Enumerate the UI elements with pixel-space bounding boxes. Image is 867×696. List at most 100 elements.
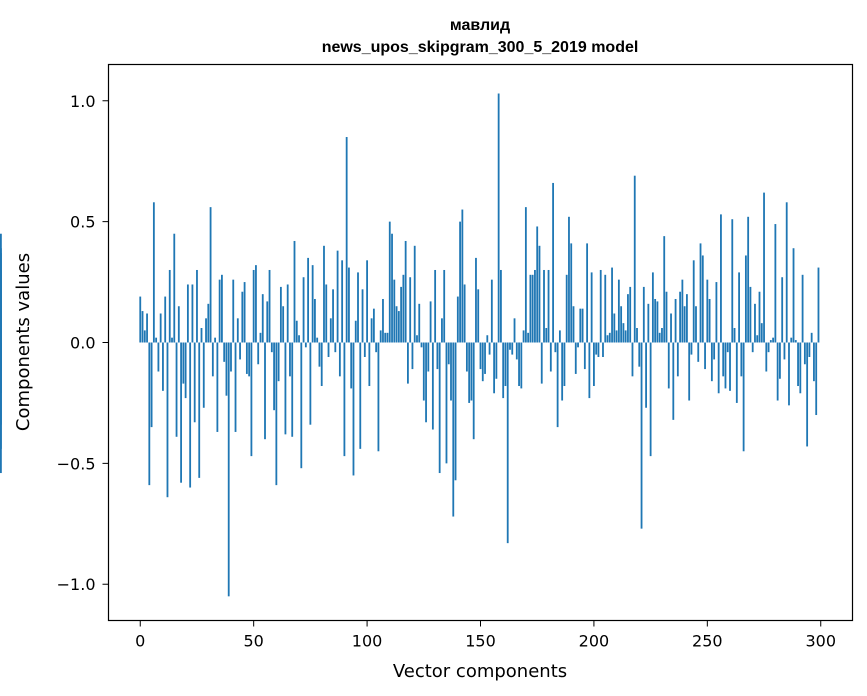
bar-254 [715,282,718,343]
bar-113 [395,306,398,343]
bar-8 [157,342,160,372]
bar-46 [243,282,246,343]
bar-226 [651,272,654,343]
bar-99 [363,342,366,357]
bar-25 [196,269,198,343]
bar-92 [348,267,350,343]
bar-134 [443,269,446,343]
bar-278 [769,340,772,343]
bar-102 [370,318,373,343]
bar-74 [307,257,310,343]
bar-192 [574,342,577,374]
bar-122 [416,335,418,343]
bar-220 [638,342,641,367]
bar-171 [527,332,530,343]
bar-143 [463,284,466,343]
bar-128 [429,301,432,343]
bar-189 [568,216,570,343]
bar-164 [511,342,514,355]
bar-206 [606,335,609,343]
bar-227 [654,298,657,343]
bar-271 [754,303,756,343]
bar-162 [506,342,509,544]
bar-185 [558,330,561,343]
bar-219 [636,328,638,343]
bar-0 [139,296,142,343]
bar-112 [393,279,396,343]
bar-120 [411,342,414,370]
bar-141 [459,221,461,343]
bar-205 [604,274,607,343]
bar-146 [470,342,473,401]
bar-133 [441,318,443,343]
bar-9 [159,313,162,343]
bar-129 [431,342,434,430]
bar-157 [495,342,498,379]
bar-7 [155,337,158,343]
bar-294 [806,342,809,447]
bar-298 [815,342,818,416]
bar-277 [767,342,770,353]
x-axis-label: Vector components [393,661,567,682]
bar-159 [500,269,502,343]
bar-15 [173,233,176,343]
bar-252 [710,342,713,382]
bar-56 [266,301,269,343]
bar-28 [202,342,205,408]
bar-117 [404,240,407,343]
bar-152 [484,342,486,374]
bar-193 [577,342,579,348]
bar-20 [184,342,187,399]
y-tick-label-1: 0.5 [70,213,95,232]
bar-54 [261,294,264,343]
bar-3 [146,313,148,343]
bar-212 [620,306,623,343]
bar-119 [409,277,412,343]
x-tick-label-300: 300 [805,632,836,651]
bar-150 [479,342,482,370]
bar-44 [239,342,241,360]
bar-207 [608,332,611,343]
bar-45 [241,291,244,343]
bar-148 [475,257,477,343]
bar-38 [225,342,228,396]
bar-139 [454,342,457,481]
bar-57 [268,269,271,343]
bar-231 [663,236,666,343]
bar-22 [189,342,192,488]
y-tick-label-2: 0.0 [70,334,95,353]
bar-246 [697,342,700,362]
x-tick-label-150: 150 [465,632,496,651]
bar-283 [781,277,784,343]
bar-93 [350,342,353,389]
bar-198 [588,342,591,399]
bar-253 [713,342,716,360]
bar-61 [277,342,280,382]
bar-53 [259,332,262,343]
bar-221 [640,342,643,529]
bar-51 [255,265,257,343]
bar-80 [320,342,323,387]
bar-204 [602,342,604,357]
bar-299 [817,267,820,343]
bar-180 [547,269,550,343]
bar-273 [758,291,761,343]
bar-184 [556,342,559,428]
bar-268 [747,216,750,343]
bar-250 [706,279,709,343]
bar-125 [422,342,425,401]
bar-111 [391,233,393,343]
bar-194 [579,308,582,343]
bar-247 [699,243,702,343]
bar-269 [749,286,752,343]
bar-216 [629,286,632,343]
bar-145 [468,342,471,403]
bar-155 [490,279,493,343]
bar-249 [704,342,706,370]
bar-270 [751,342,754,353]
bar-33 [214,337,217,343]
bar-163 [509,342,511,350]
bar-86 [334,342,337,353]
bar-186 [561,342,564,401]
